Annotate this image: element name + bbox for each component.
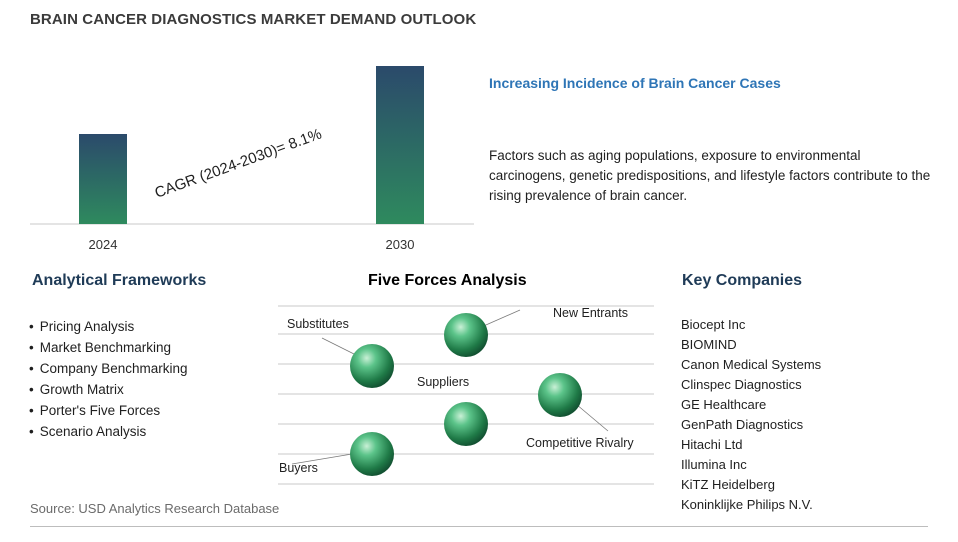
list-item: GE Healthcare [681,397,767,412]
companies-title: Key Companies [682,272,803,289]
list-item: Growth Matrix [29,379,188,400]
list-item: Illumina Inc [681,457,747,472]
bottom-divider [30,526,928,527]
sphere-suppliers [444,402,488,446]
label-competitive-rivalry: Competitive Rivalry [526,436,634,450]
highlight-description: Factors such as aging populations, expos… [489,148,931,203]
list-item: GenPath Diagnostics [681,417,804,432]
cagr-annotation: CAGR (2024-2030)= 8.1% [153,125,325,201]
list-item: Biocept Inc [681,317,746,332]
list-item: Koninklijke Philips N.V. [681,497,813,512]
list-item: Scenario Analysis [29,421,188,442]
list-item: Market Benchmarking [29,337,188,358]
sphere-new-entrants [444,313,488,357]
sphere-buyers [350,432,394,476]
five-forces-diagram: Substitutes New Entrants Suppliers Compe… [278,305,654,485]
list-item: BIOMIND [681,337,737,352]
market-bar-chart: 2024 2030 CAGR (2024-2030)= 8.1% [30,66,474,252]
label-substitutes: Substitutes [287,317,349,331]
sphere-rivalry [538,373,582,417]
bar-2030 [376,66,424,224]
list-item: Canon Medical Systems [681,357,822,372]
x-tick-label: 2030 [386,237,415,252]
list-item: Porter's Five Forces [29,400,188,421]
frameworks-list: Pricing Analysis Market Benchmarking Com… [29,316,188,442]
x-tick-label: 2024 [89,237,118,252]
label-buyers: Buyers [279,461,318,475]
list-item: Company Benchmarking [29,358,188,379]
frameworks-title: Analytical Frameworks [32,272,207,289]
five-forces-title: Five Forces Analysis [368,272,527,289]
label-suppliers: Suppliers [417,375,469,389]
page-title: BRAIN CANCER DIAGNOSTICS MARKET DEMAND O… [30,11,477,28]
list-item: Clinspec Diagnostics [681,377,802,392]
sphere-substitutes [350,344,394,388]
highlight-heading: Increasing Incidence of Brain Cancer Cas… [489,75,781,91]
list-item: KiTZ Heidelberg [681,477,775,492]
bar-2024 [79,134,127,224]
list-item: Pricing Analysis [29,316,188,337]
companies-list: Biocept Inc BIOMIND Canon Medical System… [681,315,821,515]
label-new-entrants: New Entrants [553,306,628,320]
list-item: Hitachi Ltd [681,437,743,452]
source-note: Source: USD Analytics Research Database [30,501,280,516]
